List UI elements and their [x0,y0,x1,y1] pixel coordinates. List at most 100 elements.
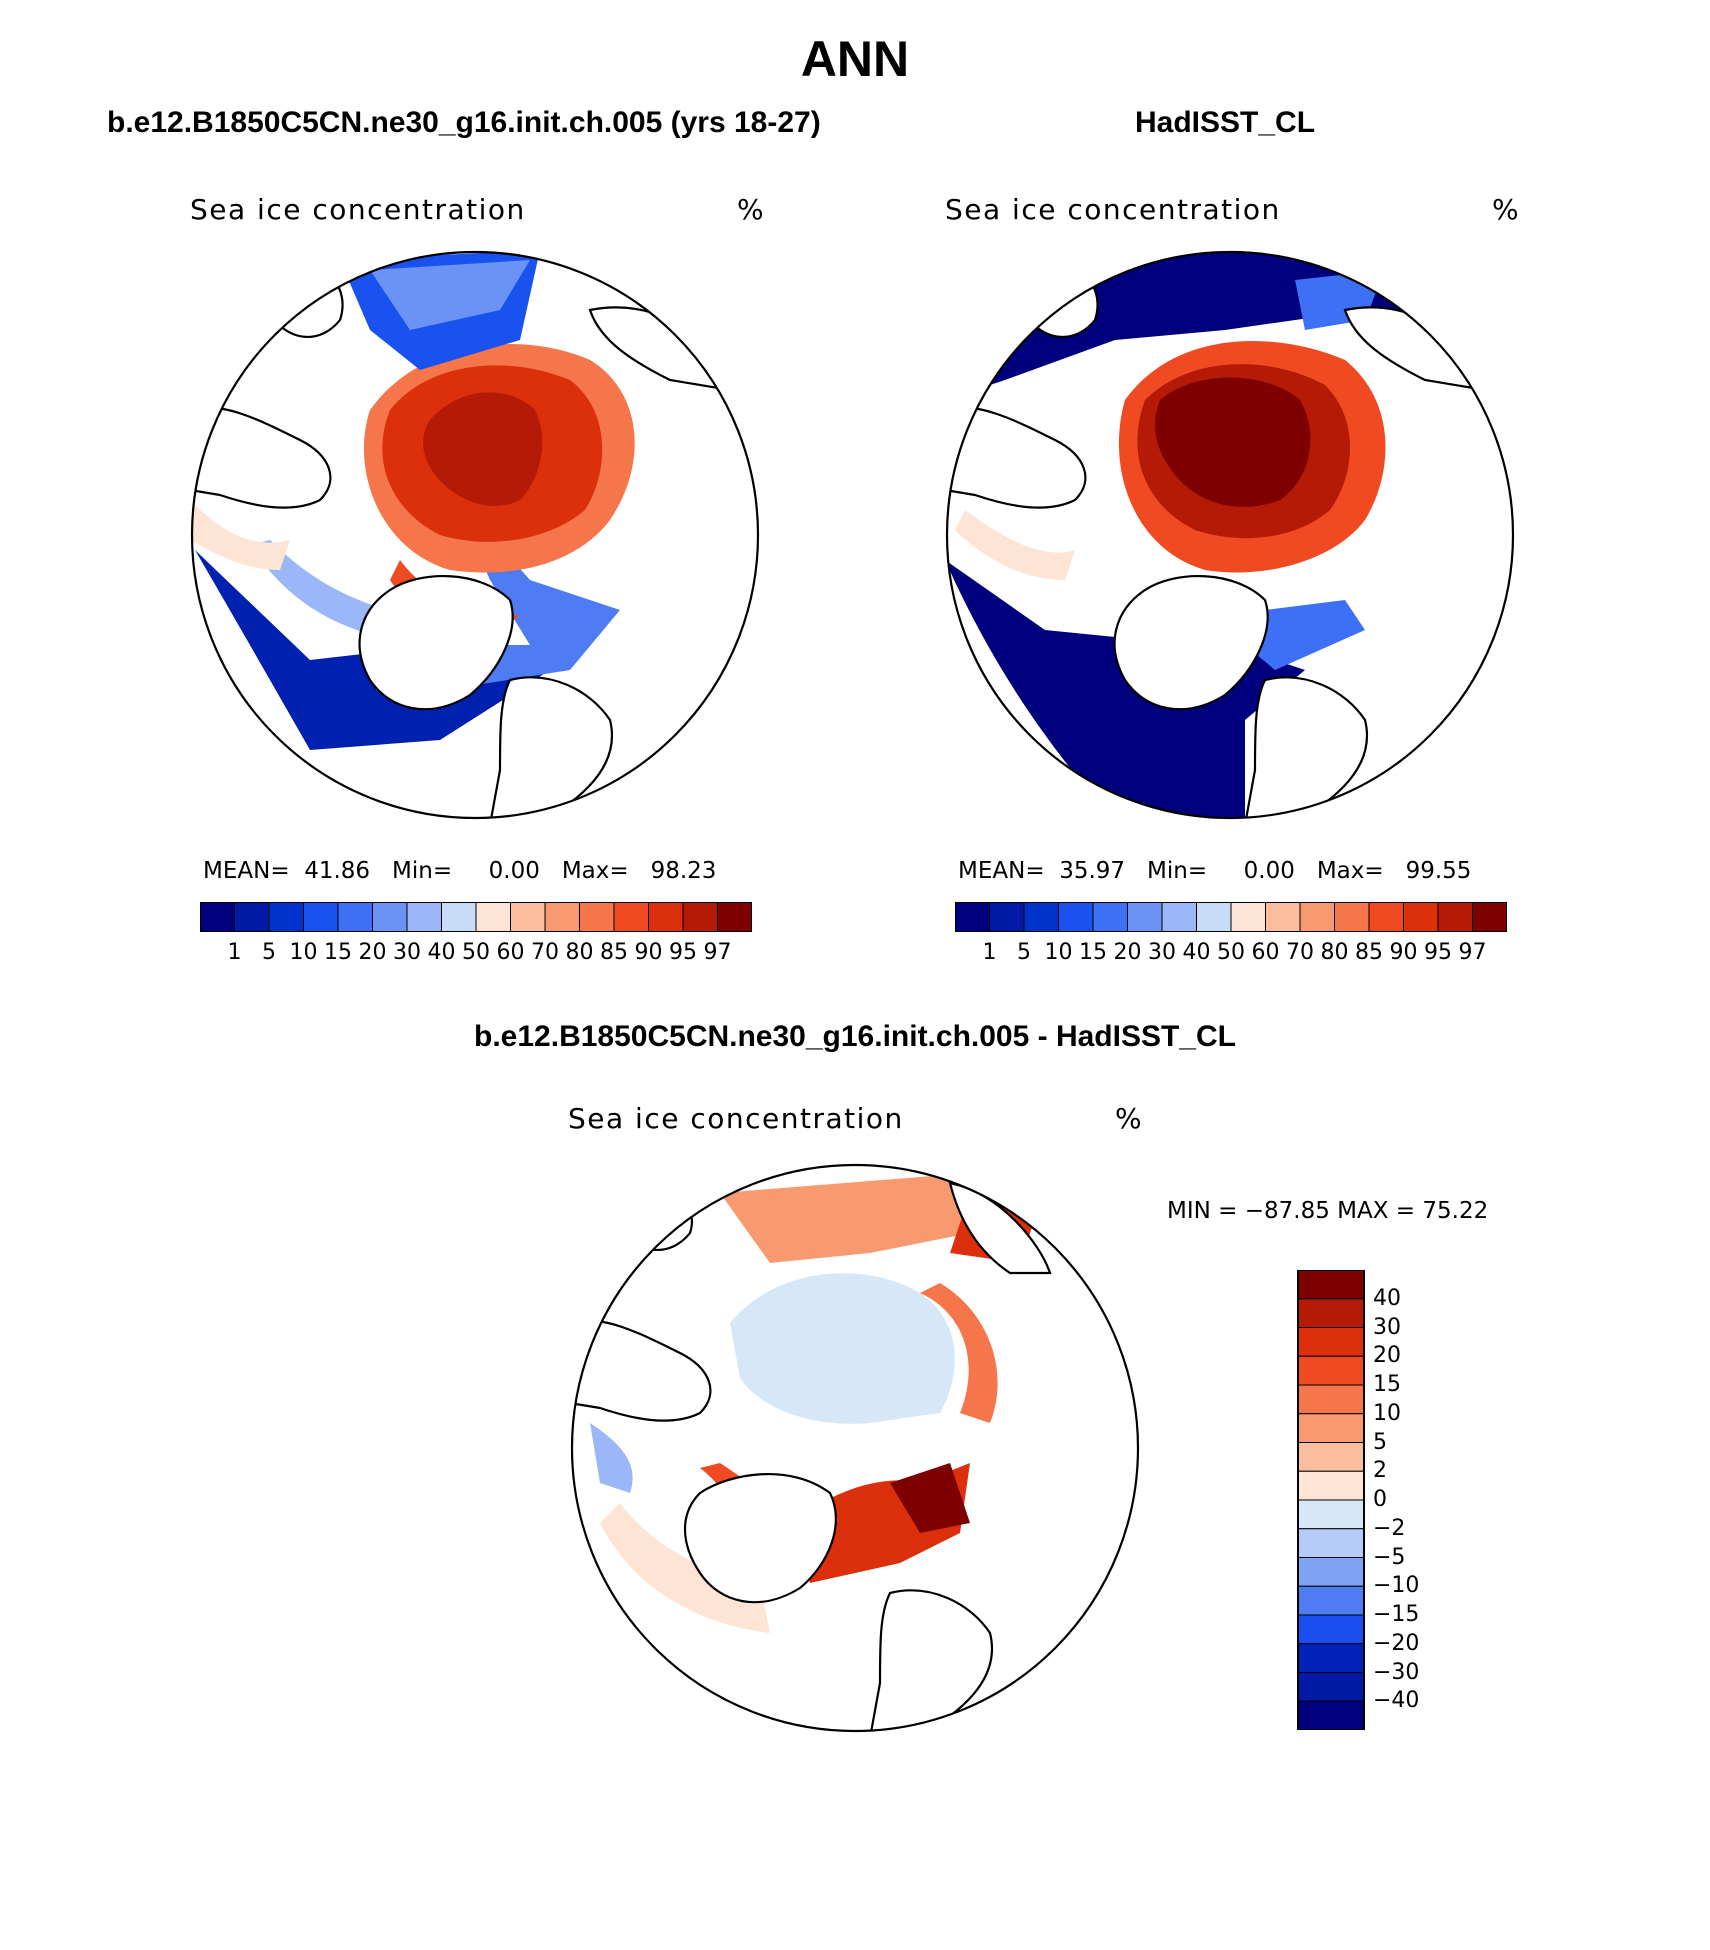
colorbar-swatch [268,902,304,932]
coastlines-model [192,267,732,818]
colorbar-swatch [372,902,408,932]
colorbar-swatch [717,902,752,932]
min-label: Min= [1147,858,1208,884]
colorbar-swatch [955,902,990,932]
colorbar-tick-label: −10 [1373,1573,1420,1599]
field-label-obs: Sea ice concentration [945,193,1281,226]
colorbar-swatch [544,902,580,932]
colorbar-tick-label: 85 [1355,940,1383,965]
max-label: Max= [561,858,629,884]
colorbar-tick-label: 80 [565,940,594,965]
colorbar-swatch [1265,902,1301,932]
mean-value: 41.86 [304,858,371,884]
colorbar-swatch [1297,1643,1365,1673]
coastlines-diff [572,1180,1052,1731]
colorbar-tick-label: −2 [1373,1515,1406,1541]
colorbar-swatch [1297,1298,1365,1328]
colorbar-tick-label: −30 [1373,1659,1420,1685]
colorbar-tick-label: 70 [531,940,559,965]
colorbar-swatch [1297,1528,1365,1558]
colorbar-swatch [1297,1442,1365,1472]
colorbar-tick-label: 40 [1182,940,1211,965]
colorbar-swatch [1297,1499,1365,1530]
colorbar-swatch [1297,1355,1365,1386]
colorbar-tick-label: 95 [669,940,697,965]
colorbar-tick-label: 60 [496,940,525,965]
page-title: ANN [800,31,910,87]
colorbar-tick-label: 30 [1148,940,1176,965]
colorbar-swatch [1161,902,1197,932]
polar-map-model [190,250,760,820]
minmax-diff: MIN = −87.85 MAX = 75.22 [1167,1198,1489,1224]
sea-ice-field-model [192,252,635,750]
colorbar-tick-label: 70 [1286,940,1314,965]
colorbar-swatch [1196,902,1232,932]
colorbar-tick-label: 2 [1373,1458,1387,1484]
colorbar-tick-label: 95 [1424,940,1452,965]
colorbar-swatch [475,902,511,932]
colorbar-tick-label: 20 [1373,1343,1401,1369]
colorbar-swatch [1299,902,1335,932]
colorbar-swatch [1334,902,1370,932]
colorbar-tick-label: −15 [1373,1602,1420,1627]
colorbar-swatch [579,902,615,932]
colorbar-tick-label: −40 [1373,1688,1420,1714]
colorbar-diff [1297,1270,1365,1730]
colorbar-swatch [1058,902,1094,932]
stats-obs: MEAN= 35.97 Min= 0.00 Max= 99.55 [958,858,1471,884]
min-value: 0.00 [1243,858,1295,884]
colorbar-tick-label: 1 [227,940,242,965]
colorbar-swatch [1297,1672,1365,1702]
colorbar-tick-label: 10 [1373,1400,1401,1426]
max-value: 98.23 [650,858,717,884]
min-value: 0.00 [488,858,540,884]
colorbar-swatch [1368,902,1404,932]
colorbar-swatch [1297,1327,1365,1357]
colorbar-swatch [441,902,477,932]
colorbar-obs [955,902,1507,932]
colorbar-tick-label: 20 [358,940,387,965]
field-label-diff: Sea ice concentration [568,1102,904,1135]
colorbar-swatch [1297,1700,1365,1730]
colorbar-tick-label: 10 [1044,940,1073,965]
colorbar-tick-label: 60 [1251,940,1280,965]
panel-title-obs: HadISST_CL [1135,106,1316,139]
colorbar-ticks-obs: 1 5 10 15 20 30 40 50 60 70 80 85 90 95 97 [955,940,1507,970]
max-value: 99.55 [1405,858,1472,884]
colorbar-swatch [303,902,339,932]
colorbar-tick-label: 5 [1373,1429,1387,1455]
colorbar-frame [1297,1270,1365,1730]
colorbar-swatch [1297,1557,1365,1587]
stats-model: MEAN= 41.86 Min= 0.00 Max= 98.23 [203,858,716,884]
colorbar-swatch [337,902,373,932]
colorbar-tick-label: 40 [427,940,456,965]
colorbar-ticks-model: 1 5 10 15 20 30 40 50 60 70 80 85 90 95 97 [200,940,752,970]
panel-title-model: b.e12.B1850C5CN.ne30_g16.init.ch.005 (yr… [107,106,821,139]
colorbar-swatch [1297,1384,1365,1415]
colorbar-tick-label: 5 [1017,940,1031,965]
colorbar-tick-label: 90 [634,940,663,965]
colorbar-tick-label: 40 [1373,1285,1401,1311]
colorbar-tick-label: −5 [1373,1544,1406,1570]
colorbar-swatch [200,902,235,932]
colorbar-swatch [613,902,649,932]
colorbar-tick-label: 90 [1389,940,1418,965]
colorbar-swatch [1127,902,1163,932]
colorbar-tick-label: 15 [1079,940,1107,965]
colorbar-tick-label: 10 [289,940,318,965]
mean-value: 35.97 [1059,858,1126,884]
colorbar-swatch [1092,902,1128,932]
colorbar-tick-label: 30 [1373,1314,1401,1340]
polar-map-diff [570,1163,1140,1733]
colorbar-swatch [1297,1614,1365,1645]
colorbar-tick-label: 20 [1113,940,1142,965]
min-label: Min= [392,858,453,884]
coastlines-obs [947,267,1487,818]
sea-ice-field-diff [590,1173,1040,1633]
colorbar-tick-label: 85 [600,940,628,965]
colorbar-tick-label: 1 [982,940,997,965]
colorbar-swatch [1472,902,1507,932]
colorbar-tick-label: 97 [703,940,732,965]
colorbar-swatch [1230,902,1266,932]
colorbar-swatch [682,902,718,932]
